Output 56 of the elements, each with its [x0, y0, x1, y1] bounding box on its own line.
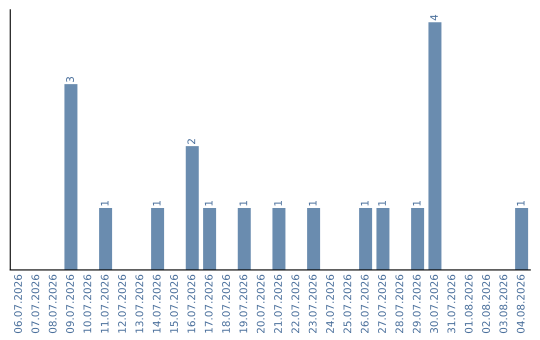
x-tick-label: 03.08.2026 [499, 274, 508, 334]
data-label: 1 [516, 200, 524, 206]
x-tick-label: 24.07.2026 [326, 274, 334, 334]
x-tick-label: 09.07.2026 [66, 274, 74, 334]
data-label: 1 [378, 200, 386, 206]
x-tick-label: 13.07.2026 [135, 274, 144, 333]
bar [64, 84, 78, 270]
data-label: 1 [274, 200, 282, 206]
x-tick-label: 10.07.2026 [83, 274, 92, 333]
x-tick-label: 16.07.2026 [187, 274, 196, 333]
x-tick-label: 12.07.2026 [118, 274, 126, 333]
data-label: 2 [187, 139, 196, 144]
x-tick-label: 20.07.2026 [256, 274, 265, 334]
bar [307, 208, 320, 270]
bar [272, 208, 286, 270]
x-tick-label: 30.07.2026 [430, 274, 438, 333]
x-tick-label: 22.07.2026 [291, 274, 300, 334]
bar [151, 208, 164, 270]
data-label: 1 [100, 200, 108, 206]
x-tick-label: 21.07.2026 [274, 274, 282, 334]
x-tick-label: 06.07.2026 [14, 274, 22, 334]
x-tick-label: 11.07.2026 [100, 274, 109, 333]
data-label: 3 [66, 76, 74, 82]
x-tick-label: 18.07.2026 [222, 274, 230, 333]
bar [515, 208, 528, 270]
x-tick-label: 17.07.2026 [204, 274, 213, 333]
data-label: 1 [240, 200, 248, 206]
x-tick-label: 25.07.2026 [343, 274, 352, 334]
x-tick-label: 27.07.2026 [378, 274, 386, 334]
bar [411, 208, 424, 270]
x-tick-label: 23.07.2026 [308, 274, 317, 334]
data-label: 1 [412, 200, 420, 206]
x-tick-label: 04.08.2026 [516, 274, 525, 334]
bar [186, 146, 199, 270]
bar [99, 208, 112, 270]
x-tick-label: 28.07.2026 [395, 274, 404, 334]
data-label: 1 [360, 200, 368, 206]
data-label: 1 [204, 200, 212, 206]
bar [359, 208, 372, 270]
bar [203, 208, 216, 270]
data-label: 1 [308, 200, 316, 206]
x-tick-label: 29.07.2026 [412, 274, 421, 334]
x-tick-label: 08.07.2026 [48, 274, 57, 334]
x-tick-label: 02.08.2026 [482, 274, 490, 334]
bar [428, 22, 442, 270]
bar [376, 208, 390, 270]
data-label: 1 [152, 200, 160, 206]
x-tick-label: 19.07.2026 [239, 274, 248, 333]
data-label: 4 [430, 14, 438, 20]
x-tick-label: 07.07.2026 [31, 274, 40, 334]
x-tick-label: 15.07.2026 [170, 274, 178, 333]
bar [238, 208, 251, 270]
x-tick-label: 31.07.2026 [447, 274, 456, 333]
x-tick-label: 26.07.2026 [360, 274, 369, 334]
x-tick-label: 01.08.2026 [464, 274, 473, 334]
x-tick-label: 14.07.2026 [152, 274, 161, 333]
